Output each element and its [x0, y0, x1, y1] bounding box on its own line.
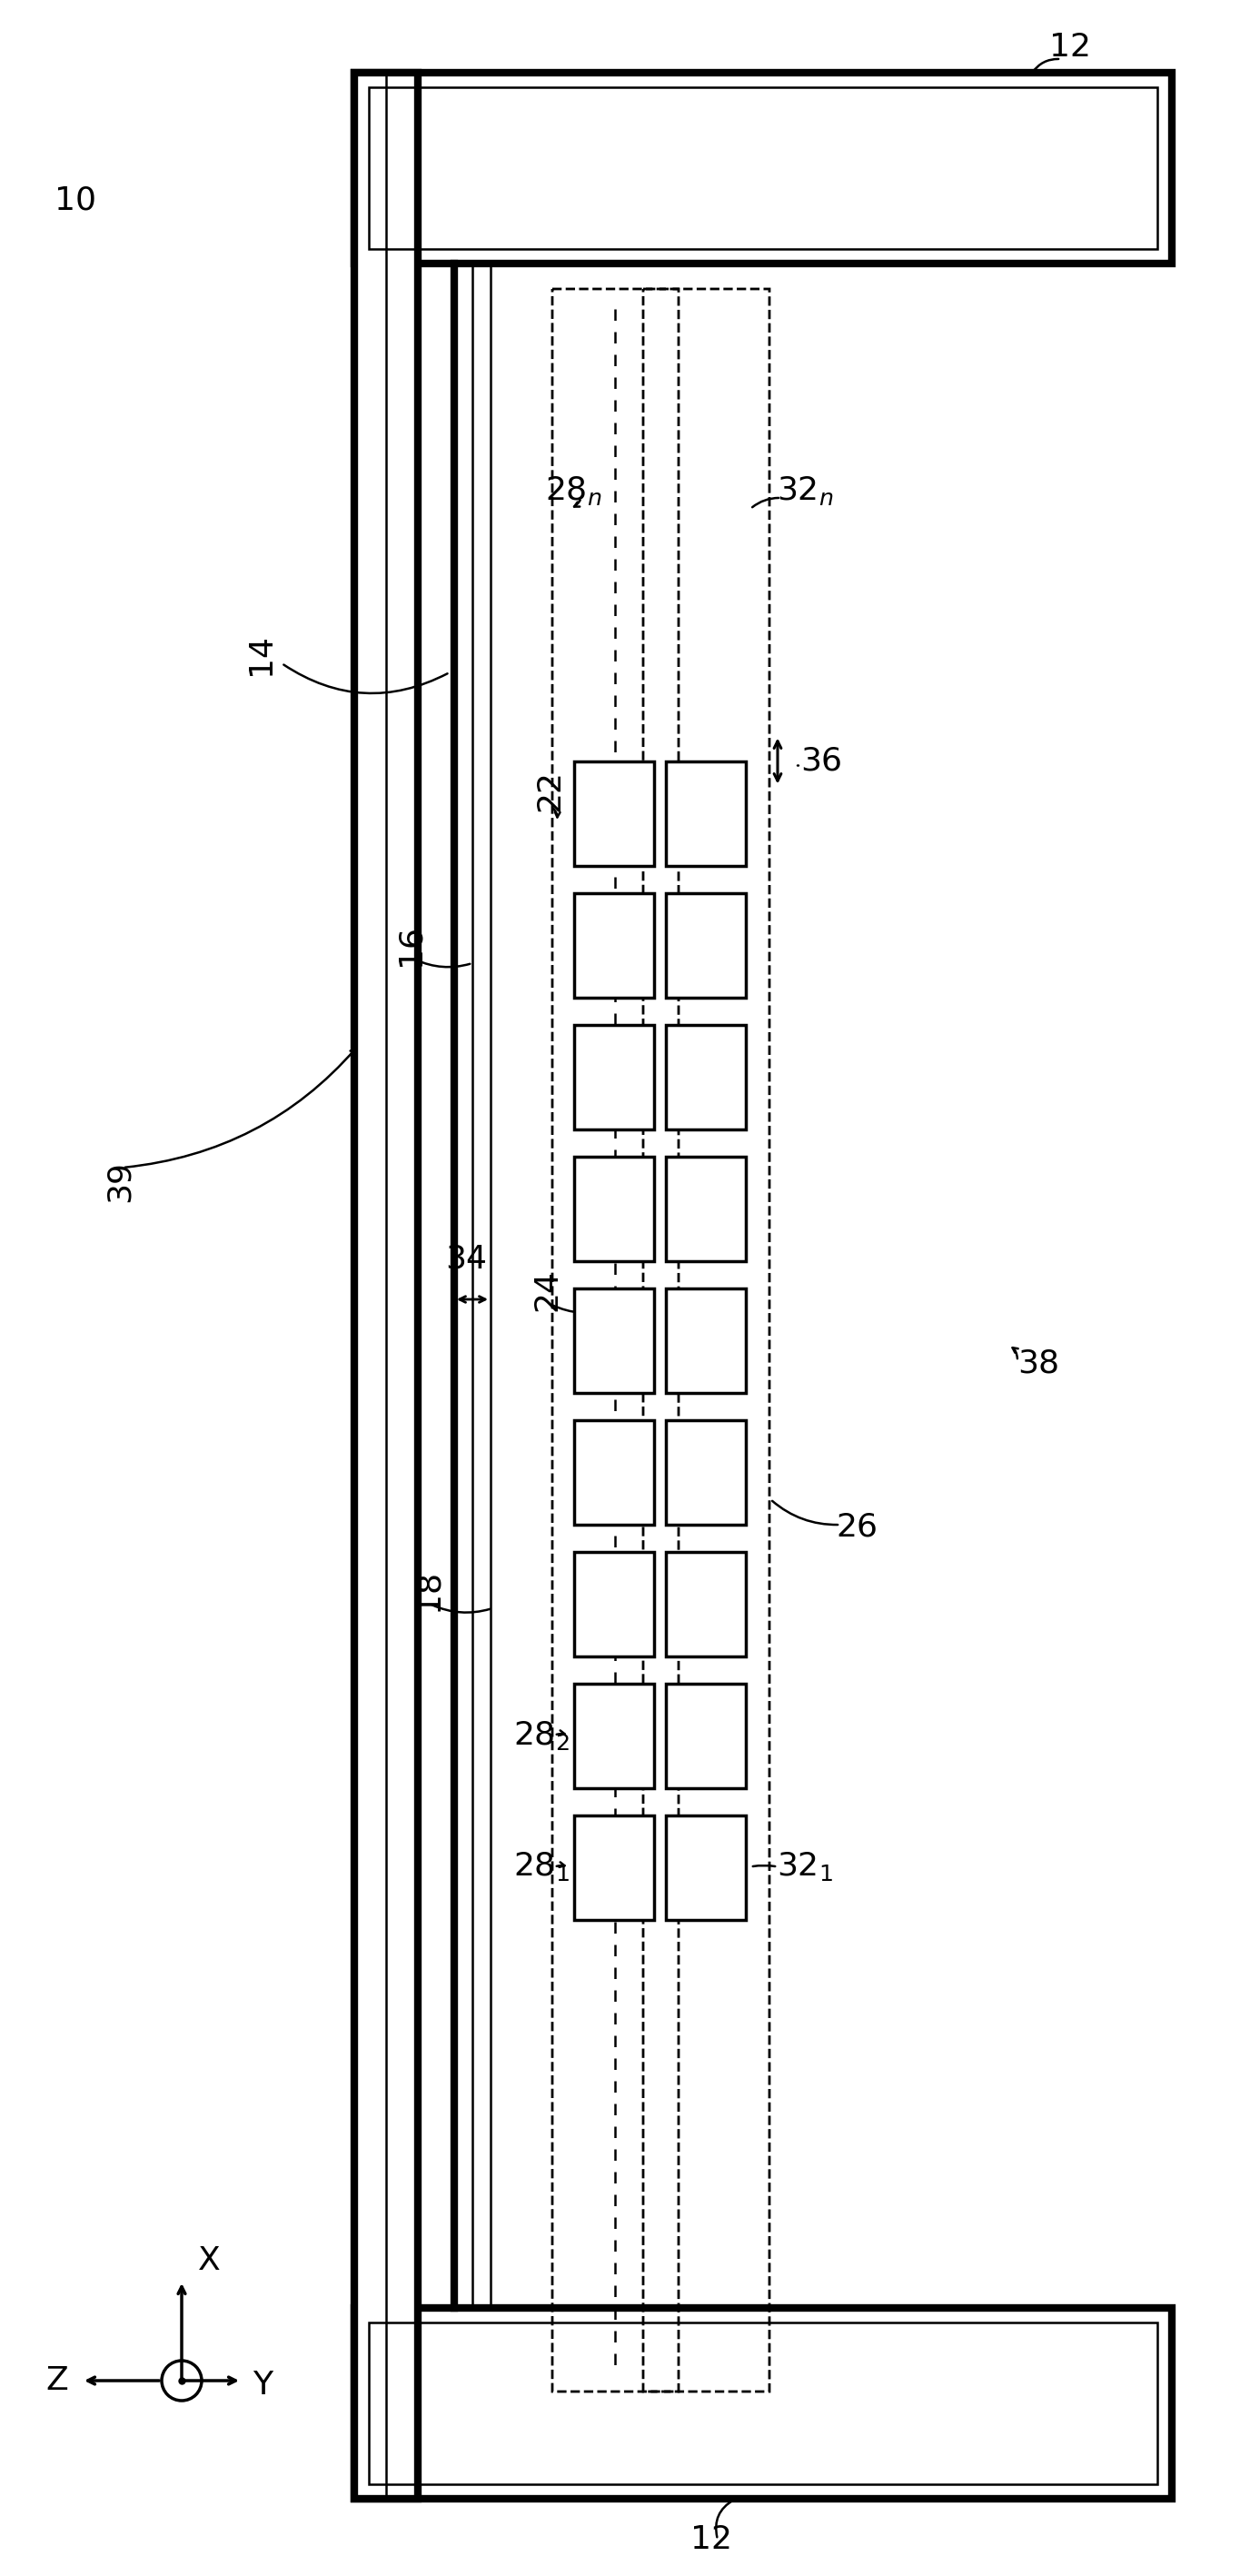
Text: $32_n$: $32_n$ [776, 474, 833, 507]
Text: $32_1$: $32_1$ [776, 1850, 833, 1883]
Bar [355, 72, 418, 2499]
Bar [666, 894, 745, 997]
Text: Y: Y [253, 2370, 273, 2401]
Text: 36: 36 [800, 744, 842, 775]
Text: X: X [198, 2246, 221, 2277]
Bar [574, 1551, 653, 1656]
Bar [574, 1025, 653, 1128]
Text: 26: 26 [836, 1512, 878, 1543]
Text: Z: Z [46, 2365, 68, 2396]
Bar [666, 1288, 745, 1394]
Bar [666, 1157, 745, 1260]
Text: 39: 39 [104, 1159, 135, 1203]
Text: $28_1$: $28_1$ [513, 1850, 569, 1883]
Text: 12: 12 [1049, 31, 1091, 62]
Text: 22: 22 [534, 770, 565, 811]
Bar [574, 1157, 653, 1260]
Bar [666, 1419, 745, 1525]
Text: 34: 34 [445, 1244, 487, 1275]
Bar [355, 72, 1172, 263]
Text: 38: 38 [1018, 1347, 1059, 1378]
Bar [574, 760, 653, 866]
Bar [666, 760, 745, 866]
Text: 16: 16 [396, 925, 427, 966]
Bar [574, 1419, 653, 1525]
Text: 12: 12 [691, 2524, 732, 2555]
Bar [666, 1816, 745, 1919]
Bar [666, 1682, 745, 1788]
Text: $28_n$: $28_n$ [546, 474, 601, 507]
Bar [666, 1551, 745, 1656]
Text: 24: 24 [532, 1270, 562, 1311]
Text: 14: 14 [246, 634, 277, 675]
Bar [574, 1682, 653, 1788]
Text: 10: 10 [55, 185, 97, 216]
Text: $28_2$: $28_2$ [513, 1718, 569, 1752]
Bar [355, 2308, 1172, 2499]
Bar [368, 88, 1157, 250]
Bar [574, 1288, 653, 1394]
Text: 18: 18 [413, 1569, 444, 1610]
Bar [574, 894, 653, 997]
Bar [368, 2324, 1157, 2483]
Bar [666, 1025, 745, 1128]
Bar [574, 1816, 653, 1919]
